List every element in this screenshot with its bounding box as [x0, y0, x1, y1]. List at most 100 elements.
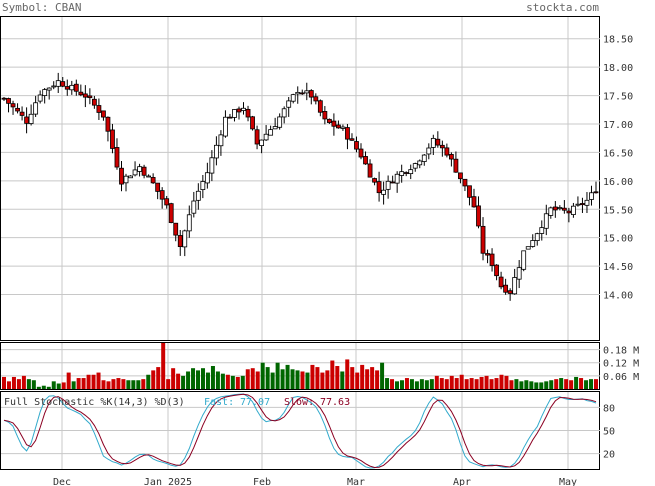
volume-bar	[136, 380, 141, 389]
candle-body	[426, 147, 432, 155]
volume-bar	[11, 376, 16, 389]
candle-body	[64, 86, 70, 90]
candle-body	[87, 95, 93, 99]
candle-body	[286, 100, 292, 108]
candle-body	[204, 172, 210, 184]
candle-body	[69, 84, 75, 91]
candle-body	[73, 83, 79, 92]
volume-bar	[46, 386, 51, 389]
volume-bar	[300, 371, 305, 389]
volume-bar	[474, 379, 479, 389]
volume-bar	[365, 369, 370, 389]
volume-bar	[524, 380, 529, 389]
price-tick-label: 16.00	[603, 177, 633, 188]
candle-body	[150, 177, 156, 184]
volume-bar	[141, 379, 146, 389]
volume-bar	[469, 378, 474, 389]
candle-body	[516, 267, 522, 280]
candle-body	[421, 154, 427, 162]
volume-bar	[111, 379, 116, 389]
volume-bar	[395, 381, 400, 389]
candle-body	[191, 200, 197, 214]
site-label: stockta.com	[526, 1, 599, 14]
price-tick-label: 18.00	[603, 63, 633, 74]
volume-bar	[414, 381, 419, 389]
candle-body	[539, 227, 545, 234]
y-tick-labels: 18.50 18.00 17.50 17.00 16.50 16.00 15.50 15.00…	[603, 35, 639, 461]
volume-bar	[191, 368, 196, 389]
candle-body	[326, 118, 332, 123]
stoch-slow-line	[3, 393, 597, 469]
candle-body	[263, 133, 269, 141]
volume-bar	[235, 376, 240, 389]
candle-body	[123, 175, 129, 184]
volume-bar	[131, 380, 136, 389]
candles	[1, 72, 599, 301]
volume-bar	[186, 371, 191, 389]
volume-bar	[429, 379, 434, 389]
volume-bar	[370, 367, 375, 389]
volume-bar	[181, 375, 186, 389]
stoch-tick-label: 80	[603, 403, 615, 414]
price-panel	[0, 16, 600, 341]
candle-body	[250, 116, 255, 130]
volume-bar	[330, 360, 335, 389]
candle-body	[363, 156, 368, 165]
candle-body	[227, 116, 233, 119]
candle-body	[345, 127, 350, 140]
candle-body	[512, 277, 518, 295]
stochastic-lines	[3, 393, 597, 469]
candle-body	[55, 80, 61, 87]
volume-bar	[215, 371, 220, 389]
candle-body	[489, 253, 495, 266]
candle-body	[295, 91, 301, 95]
candle-body	[209, 157, 215, 174]
volume-bar	[320, 372, 325, 389]
candle-body	[485, 253, 490, 256]
volume-bar	[529, 381, 534, 389]
price-tick-label: 14.50	[603, 262, 633, 273]
candle-body	[128, 175, 133, 179]
volume-bar	[101, 380, 106, 389]
volume-bar	[559, 378, 564, 389]
volume-bar	[56, 383, 61, 389]
candle-body	[42, 89, 48, 96]
candle-body	[557, 207, 563, 209]
candle-body	[593, 191, 599, 194]
candle-body	[385, 180, 391, 190]
candle-body	[525, 246, 531, 250]
volume-bar	[340, 371, 345, 389]
candle-body	[223, 116, 228, 137]
candle-body	[277, 116, 283, 128]
candle-body	[566, 210, 572, 214]
x-tick-label: May	[559, 477, 577, 486]
candle-body	[498, 276, 504, 288]
volume-bar	[81, 378, 86, 389]
candle-body	[105, 116, 111, 132]
candle-body	[322, 111, 328, 120]
volume-bar	[280, 369, 285, 389]
volume-bar	[434, 375, 439, 389]
volume-bar	[240, 375, 245, 389]
candle-body	[417, 160, 423, 166]
x-tick-label: Apr	[453, 477, 471, 486]
x-tick-label: Jan 2025	[144, 477, 192, 486]
candle-body	[1, 97, 7, 100]
volume-bar	[514, 379, 519, 389]
volume-bar	[554, 379, 559, 389]
candle-body	[448, 154, 454, 160]
candle-body	[159, 190, 165, 200]
symbol-label: Symbol: CBAN	[2, 1, 81, 14]
volume-bar	[156, 367, 161, 389]
candle-body	[15, 107, 20, 112]
candle-body	[168, 203, 174, 223]
volume-bar	[270, 372, 275, 389]
volume-bar	[489, 379, 494, 389]
candle-body	[444, 147, 450, 156]
volume-bar	[265, 367, 270, 389]
candle-body	[390, 181, 396, 184]
volume-bar	[210, 366, 215, 389]
fast-label: Fast:	[204, 397, 234, 408]
